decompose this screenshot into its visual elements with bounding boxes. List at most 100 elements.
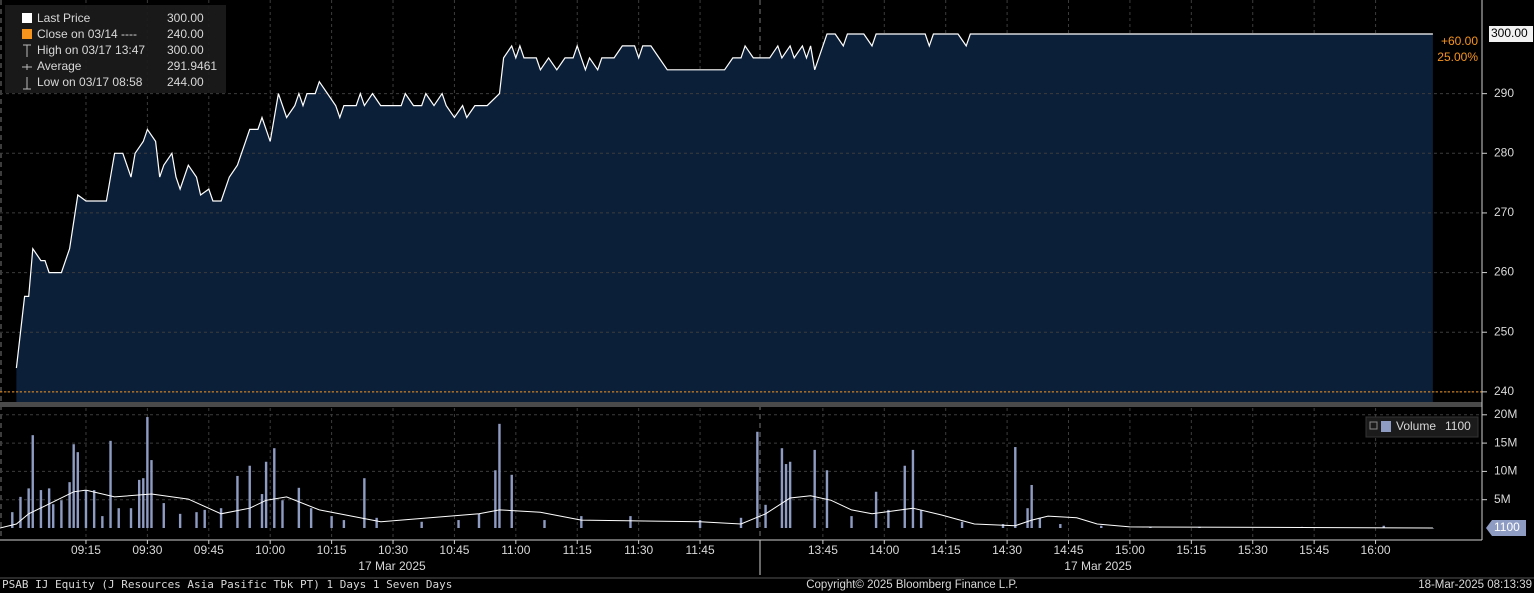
volume-bar <box>203 509 206 528</box>
legend-value: 300.00 <box>167 43 204 57</box>
legend-label: Volume <box>1396 419 1436 433</box>
legend-marker <box>22 13 32 23</box>
volume-bar <box>117 508 120 528</box>
legend-marker <box>22 29 32 39</box>
volume-bar <box>813 449 816 528</box>
legend-value: 240.00 <box>167 27 204 41</box>
x-tick-label: 09:30 <box>132 543 162 557</box>
volume-bar <box>178 513 182 528</box>
plot-layer <box>0 0 1482 540</box>
volume-bar <box>129 508 133 528</box>
volume-bar <box>960 521 964 528</box>
x-tick-label: 11:30 <box>624 543 653 557</box>
volume-bar <box>72 444 75 528</box>
volume-bar <box>52 504 55 528</box>
volume-bar <box>477 513 481 528</box>
y-tick-label: 5M <box>1494 492 1511 506</box>
legend-value: 291.9461 <box>167 59 217 73</box>
volume-bar <box>1100 525 1103 528</box>
volume-bar <box>510 474 513 528</box>
legend-box <box>5 5 226 93</box>
legend-label: Average <box>37 59 82 73</box>
x-tick-label: 09:45 <box>194 543 224 557</box>
volume-bar <box>739 517 743 528</box>
volume-bar <box>1014 447 1017 528</box>
legend: Last Price Close on 03/14 ---- High on 0… <box>5 5 226 93</box>
x-tick-label: 14:45 <box>1053 543 1083 557</box>
footer-left: PSAB IJ Equity (J Resources Asia Pasific… <box>2 578 452 591</box>
y-tick-label: 240 <box>1494 384 1514 398</box>
volume-bar <box>784 464 788 528</box>
volume-bar <box>580 516 583 528</box>
x-tick-label: 09:15 <box>71 543 101 557</box>
x-tick-label: 10:15 <box>317 543 347 557</box>
volume-bar <box>84 490 88 528</box>
y-tick-label: 290 <box>1494 86 1514 100</box>
legend-marker <box>23 77 31 90</box>
volume-bar <box>780 448 784 528</box>
volume-bar <box>911 449 915 528</box>
x-tick-label: 11:15 <box>563 543 592 557</box>
x-tick-label: 10:30 <box>378 543 408 557</box>
volume-bar <box>494 470 497 528</box>
last-volume-tag <box>1486 519 1526 536</box>
volume-bar <box>195 512 198 528</box>
volume-bar <box>60 500 63 528</box>
volume-bar <box>698 520 702 528</box>
volume-bar <box>264 461 268 528</box>
volume-bar <box>101 516 104 528</box>
legend-value: 244.00 <box>167 75 204 89</box>
price-line <box>15 33 1433 369</box>
legend-value: 1100 <box>1445 419 1471 433</box>
y-tick-label: 270 <box>1494 205 1514 219</box>
legend-marker <box>23 44 31 57</box>
volume-bar <box>27 488 30 528</box>
volume-bar <box>788 461 792 528</box>
volume-bar <box>236 475 239 528</box>
legend-box <box>1365 416 1479 438</box>
price-area <box>16 34 1433 402</box>
volume-bar <box>1059 524 1062 528</box>
volume-bar <box>874 491 878 528</box>
legend-marker <box>1381 421 1391 432</box>
legend-label: Low on 03/17 08:58 <box>37 75 143 89</box>
y-tick-label: 250 <box>1494 324 1514 338</box>
volume-bar <box>137 479 141 528</box>
x-tick-label: 11:45 <box>685 543 714 557</box>
last-price-label: 300.00 <box>1491 26 1528 40</box>
x-tick-label: 14:30 <box>992 543 1022 557</box>
x-tick-label: 10:00 <box>255 543 285 557</box>
x-tick-label: 15:45 <box>1299 543 1329 557</box>
volume-bar <box>309 508 313 528</box>
date-label: 17 Mar 2025 <box>1064 559 1132 573</box>
last-price-tag <box>1489 25 1533 42</box>
y-tick-label: 20M <box>1494 407 1517 421</box>
legend-label: Last Price <box>37 11 91 25</box>
legend-label: Close on 03/14 ---- <box>37 27 137 41</box>
date-label: 17 Mar 2025 <box>358 559 426 573</box>
volume-bar <box>1026 508 1029 528</box>
change-label: +60.00 <box>1441 34 1478 48</box>
volume-bar <box>919 509 923 528</box>
x-tick-label: 14:00 <box>869 543 899 557</box>
volume-bar <box>31 435 34 528</box>
volume-bar <box>1382 525 1385 528</box>
x-tick-label: 14:15 <box>931 543 961 557</box>
volume-bar <box>39 490 43 528</box>
volume-bar <box>146 417 149 528</box>
volume-bar <box>281 500 284 528</box>
x-tick-label: 15:15 <box>1176 543 1206 557</box>
legend-value: 300.00 <box>167 11 204 25</box>
volume-legend: Volume 1100 <box>1365 416 1479 438</box>
last-volume-label: 1100 <box>1494 520 1520 534</box>
footer-right: 18-Mar-2025 08:13:39 <box>1418 579 1532 591</box>
y-tick-label: 280 <box>1494 145 1514 159</box>
volume-bar <box>756 431 759 528</box>
change-pct-label: 25.00% <box>1437 50 1478 64</box>
volume-bar <box>19 496 22 528</box>
volume-bar <box>457 520 460 528</box>
x-tick-label: 16:00 <box>1361 543 1391 557</box>
volume-bar <box>260 494 264 528</box>
volume-bar <box>1030 484 1033 528</box>
legend-marker <box>22 64 32 70</box>
